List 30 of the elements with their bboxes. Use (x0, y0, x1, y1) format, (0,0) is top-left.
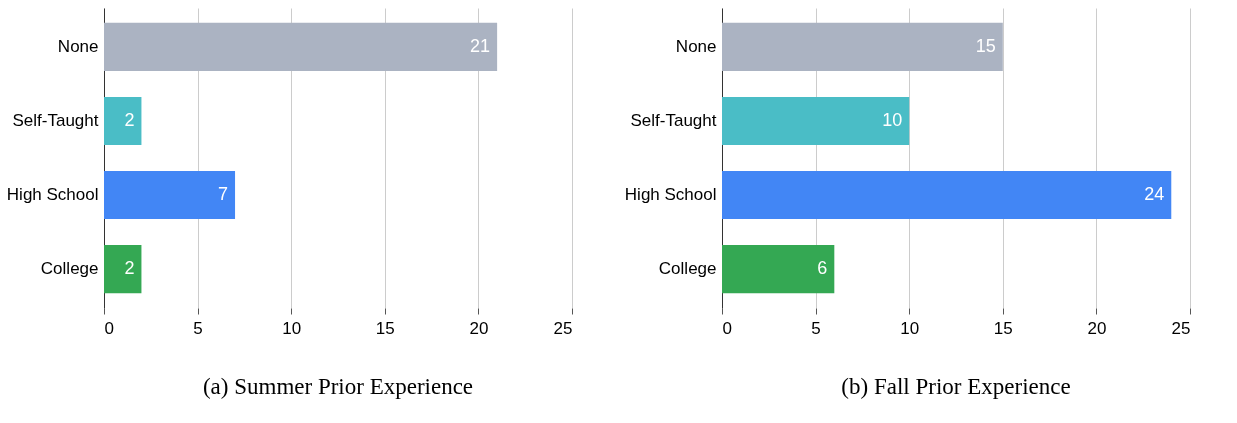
x-tick-label: 5 (193, 318, 203, 338)
data-label: 10 (882, 109, 903, 130)
data-label: 21 (470, 35, 491, 56)
y-tick-label: None (57, 36, 99, 56)
y-tick-label: College (658, 259, 717, 279)
x-tick-label: 20 (1087, 318, 1107, 338)
y-tick-label: Self-Taught (630, 110, 717, 130)
text: (a) Summer Prior Experience (202, 374, 474, 399)
y-tick-label: High School (624, 185, 717, 205)
x-tick-label: 25 (553, 318, 573, 338)
x-tick-label: 20 (469, 318, 489, 338)
data-label: 2 (124, 258, 135, 279)
text: (b) Fall Prior Experience (841, 374, 1071, 399)
y-tick-label: Self-Taught (12, 110, 99, 130)
x-tick-label: 25 (1171, 318, 1191, 338)
data-label: 2 (124, 109, 135, 130)
x-tick-label: 10 (282, 318, 302, 338)
data-label: 15 (975, 35, 996, 56)
data-label: 6 (817, 258, 828, 279)
data-label: 7 (218, 184, 229, 205)
y-tick-label: High School (6, 185, 99, 205)
y-tick-label: None (675, 36, 717, 56)
x-tick-label: 10 (900, 318, 920, 338)
x-tick-label: 0 (722, 318, 732, 338)
x-tick-label: 15 (993, 318, 1013, 338)
data-label: 24 (1144, 184, 1165, 205)
x-tick-label: 5 (811, 318, 821, 338)
x-tick-label: 15 (375, 318, 395, 338)
x-tick-label: 0 (104, 318, 114, 338)
y-tick-label: College (40, 259, 99, 279)
